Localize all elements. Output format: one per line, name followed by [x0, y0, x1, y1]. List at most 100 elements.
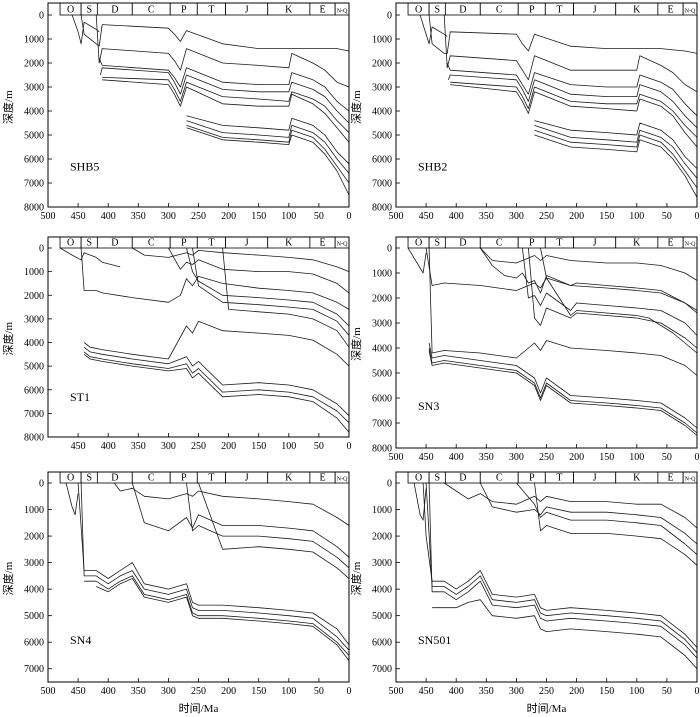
x-tick-label: 50 [314, 686, 324, 697]
period-label-j: J [593, 238, 597, 249]
burial-curve-3 [83, 320, 350, 367]
x-tick-label: 450 [71, 441, 86, 452]
period-label-n-q: N-Q [337, 9, 348, 15]
x-tick-label: 50 [314, 211, 324, 222]
burial-curve-6 [443, 482, 698, 529]
burial-curve-1 [407, 247, 427, 274]
period-label-s: S [86, 473, 92, 484]
x-tick-label: 500 [41, 211, 56, 222]
burial-curve-3 [80, 482, 350, 651]
x-tick-label: 0 [347, 441, 352, 452]
plot-frame [395, 2, 698, 208]
burial-curve-8 [186, 115, 350, 165]
y-axis-label: 深度/m [349, 327, 363, 361]
x-tick-label: 250 [191, 211, 206, 222]
burial-curve-6 [428, 350, 698, 436]
period-label-c: C [496, 238, 503, 249]
x-tick-label: 200 [569, 452, 584, 463]
y-tick-label: 8000 [24, 433, 44, 444]
period-label-j: J [593, 5, 597, 16]
burial-curve-2 [428, 14, 698, 54]
x-tick-label: 200 [569, 686, 584, 697]
period-label-s: S [434, 473, 440, 484]
burial-chart-sn501: O S D C P T J K E N-Q0100020003000400050006000700… [349, 471, 700, 697]
x-tick-label: 300 [509, 211, 524, 222]
y-tick-label: 5000 [24, 131, 44, 142]
x-tick-label: 200 [221, 441, 236, 452]
x-tick-label: 200 [221, 686, 236, 697]
y-tick-label: 3000 [372, 319, 392, 330]
x-tick-label: 250 [539, 211, 554, 222]
y-tick-label: 3000 [24, 558, 44, 569]
burial-curve-7 [131, 482, 350, 558]
burial-curve-2 [77, 482, 350, 646]
burial-curve-2 [80, 14, 350, 52]
x-tick-label: 500 [389, 686, 404, 697]
y-tick-label: 5000 [372, 611, 392, 622]
y-tick-label: 4000 [372, 585, 392, 596]
period-label-d: D [459, 5, 466, 16]
y-axis-label: 深度/m [1, 321, 15, 355]
y-axis-label: 深度/m [349, 90, 363, 124]
x-tick-label: 150 [251, 211, 266, 222]
y-tick-label: 4000 [372, 107, 392, 118]
y-tick-label: 4000 [372, 344, 392, 355]
x-axis-label: 时间/Ma [527, 702, 567, 715]
period-label-d: D [459, 238, 466, 249]
y-tick-label: 2000 [372, 532, 392, 543]
x-tick-label: 50 [662, 452, 672, 463]
period-label-d: D [111, 473, 118, 484]
period-label-c: C [148, 473, 155, 484]
period-label-p: P [181, 473, 187, 484]
x-tick-label: 450 [419, 452, 434, 463]
burial-curve-10 [192, 247, 350, 336]
burial-curve-11 [222, 247, 350, 348]
y-tick-label: 0 [39, 11, 44, 22]
plot-frame [395, 471, 698, 683]
x-tick-label: 450 [71, 686, 86, 697]
period-label-p: P [181, 5, 187, 16]
y-tick-label: 1000 [24, 267, 44, 278]
burial-curve-9 [534, 482, 698, 566]
y-tick-label: 2000 [24, 291, 44, 302]
burial-curve-10 [534, 129, 698, 189]
period-label-k: K [633, 238, 641, 249]
period-label-k: K [285, 238, 293, 249]
x-tick-label: 350 [479, 211, 494, 222]
x-tick-label: 250 [539, 452, 554, 463]
period-label-s: S [86, 5, 92, 16]
period-label-o: O [67, 5, 74, 16]
well-name: ST1 [70, 390, 90, 404]
y-tick-label: 5000 [372, 131, 392, 142]
burial-curve-10 [528, 247, 698, 349]
burial-chart-sn4: O S D C P T J K E N-Q0100020003000400050006000700… [1, 471, 352, 697]
period-label-o: O [67, 238, 74, 249]
burial-curve-9 [534, 125, 698, 179]
x-tick-label: 200 [569, 211, 584, 222]
burial-curve-8 [186, 482, 350, 569]
burial-curve-4 [446, 62, 698, 117]
y-tick-label: 2000 [372, 294, 392, 305]
burial-curve-4 [83, 346, 350, 416]
period-label-k: K [633, 5, 641, 16]
period-label-c: C [496, 473, 503, 484]
y-tick-label: 4000 [24, 585, 44, 596]
x-tick-label: 400 [101, 211, 116, 222]
burial-chart-shb5: O S D C P T J K E N-Q0100020003000400050006000700… [1, 2, 352, 222]
period-label-n-q: N-Q [337, 242, 348, 248]
period-label-k: K [285, 5, 293, 16]
y-tick-label: 1000 [24, 505, 44, 516]
x-tick-label: 350 [131, 441, 146, 452]
y-tick-label: 0 [39, 244, 44, 255]
period-label-n-q: N-Q [337, 477, 348, 483]
burial-curve-1 [71, 14, 100, 45]
y-tick-label: 6000 [24, 385, 44, 396]
x-tick-label: 300 [509, 452, 524, 463]
burial-curve-7 [132, 247, 350, 272]
x-tick-label: 450 [419, 686, 434, 697]
burial-curve-9 [186, 247, 350, 327]
burial-curve-5 [100, 67, 350, 124]
well-name: SN3 [418, 399, 439, 413]
burial-curve-4 [428, 342, 698, 429]
x-tick-label: 100 [281, 211, 296, 222]
